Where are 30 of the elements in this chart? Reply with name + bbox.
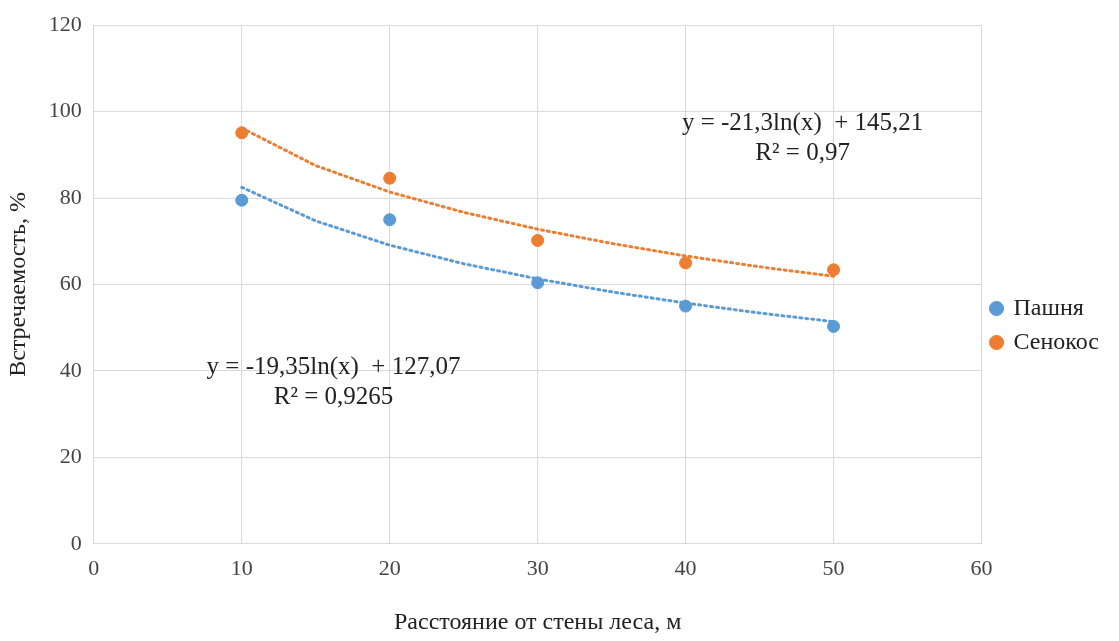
y-tick-label: 60 <box>59 270 82 296</box>
y-axis-title: Встречаемость, % <box>3 192 30 377</box>
x-tick-label: 10 <box>230 554 253 580</box>
point <box>531 233 545 247</box>
x-tick-label: 0 <box>88 554 100 580</box>
annotation: y = -19,35ln(x) + 127,07 R² = 0,9265 <box>206 352 461 410</box>
legend-label: Сенокос <box>1013 327 1100 354</box>
point <box>679 256 693 270</box>
point <box>827 319 841 333</box>
y-tick-label: 0 <box>70 529 82 555</box>
point <box>235 126 249 140</box>
y-tick-label: 120 <box>48 10 82 36</box>
y-tick-label: 80 <box>59 183 82 209</box>
x-tick-label: 40 <box>674 554 697 580</box>
x-tick-label: 20 <box>378 554 401 580</box>
point <box>679 299 693 313</box>
point <box>235 193 249 207</box>
y-tick-label: 100 <box>48 97 82 123</box>
x-axis-title: Расстояние от стены леса, м <box>393 607 682 634</box>
point <box>531 276 545 290</box>
x-tick-label: 60 <box>970 554 993 580</box>
point <box>827 263 841 277</box>
annotation: y = -21,3ln(x) + 145,21 R² = 0,97 <box>681 108 924 166</box>
legend-label: Пашня <box>1013 293 1084 320</box>
x-tick-label: 50 <box>822 554 845 580</box>
point <box>383 171 397 185</box>
y-tick-label: 40 <box>59 356 82 382</box>
x-tick-label: 30 <box>526 554 549 580</box>
point <box>383 213 397 227</box>
y-tick-label: 20 <box>59 443 82 469</box>
